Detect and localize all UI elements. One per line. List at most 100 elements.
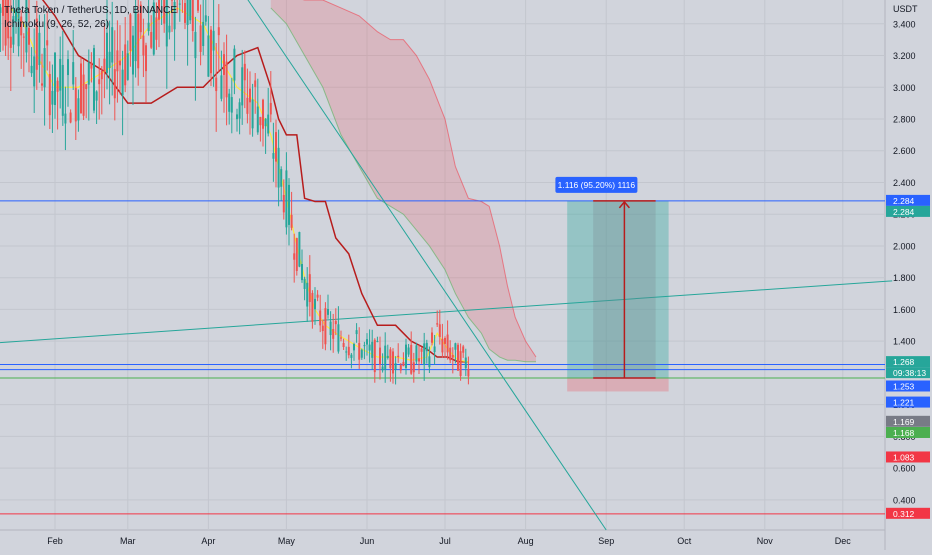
candle-body [210,29,212,74]
candle-body [69,112,72,123]
candle-body [145,45,147,72]
measure-label-box [555,176,638,193]
candle-body [139,4,142,33]
candle-body [392,351,394,374]
candle-body [321,325,324,332]
indicator-label: Ichimoku (9, 26, 52, 26) [4,19,110,30]
price-label-box [886,426,930,438]
profit-zone [567,200,669,378]
measure-label: 1.116 (95.20%) 1116 [558,180,636,190]
candle-body [355,330,358,335]
candle-body [353,343,355,351]
candle-body [7,0,10,39]
candle-body [41,83,43,86]
candle-body [17,0,20,47]
candle-body [337,324,340,352]
candle-body [217,27,220,36]
candle-body [267,114,270,134]
candle-body [129,14,132,51]
candle-body [0,7,2,13]
candle-body [301,264,303,281]
x-tick-label: May [278,536,296,546]
candle-body [90,62,93,69]
x-tick-label: Aug [518,536,534,546]
candle-body [64,113,67,124]
candle-body [189,0,192,21]
candle-body [51,90,54,105]
y-tick-label: 1.800 [893,273,916,283]
candle-body [311,292,314,322]
candle-body [202,21,205,47]
candle-body [178,3,181,5]
candle-body [72,62,75,85]
candle-body [30,65,33,74]
y-tick-label: 1.400 [893,337,916,347]
candle-body [225,61,228,98]
candle-body [20,16,23,36]
candle-body [259,116,262,126]
candle-body [85,84,88,90]
candle-body [327,308,329,315]
price-label: 1.268 [893,357,915,367]
candle-body [116,50,119,72]
candle-body [54,52,56,106]
price-label-box [886,367,930,379]
candle-body [95,91,98,101]
plot-background [0,0,885,530]
price-label-box [886,356,930,368]
price-label: 1.221 [893,398,915,408]
candle-body [436,323,439,325]
candle-body [394,363,397,370]
price-label: 1.168 [893,428,915,438]
candle-body [381,366,384,371]
x-tick-label: Jun [360,536,375,546]
candle-body [158,0,160,20]
candle-body [308,274,311,303]
candle-body [173,1,176,30]
y-tick-label: 2.400 [893,178,916,188]
candle-body [293,253,296,260]
candle-body [220,75,223,99]
candle-body [342,343,345,347]
x-tick-label: Jul [439,536,451,546]
candle-body [334,320,337,325]
candle-body [246,97,249,114]
candle-body [407,347,410,355]
candle-body [61,64,64,116]
candle-body [165,0,168,47]
candle-body [186,0,189,26]
candle-body [9,36,12,48]
candle-body [191,0,194,32]
candle-body [319,310,322,326]
candle-body [264,118,267,127]
candle-body [282,194,285,213]
x-tick-label: Dec [835,536,852,546]
chart-legend: Theta Token / TetherUS, 1D, BINANCE Ichi… [4,4,177,32]
currency-label: USDT [893,4,918,14]
kumo-cloud [270,0,536,362]
candle-body [290,214,293,228]
candle-body [269,102,272,115]
price-label: 2.284 [893,207,915,217]
chart-title: Theta Token / TetherUS, 1D, BINANCE [4,5,178,16]
candle-body [77,98,80,121]
price-label-box [886,205,930,217]
candle-body [82,74,85,116]
candle-body [467,368,470,377]
x-tick-label: Mar [120,536,136,546]
price-label: 09:38:13 [893,368,926,378]
candle-body [459,351,462,377]
candle-body [368,344,371,351]
y-tick-label: 0.600 [893,464,916,474]
candle-body [454,343,457,350]
candle-body [113,69,116,99]
candle-body [152,2,155,55]
price-label: 1.169 [893,417,915,427]
loss-zone [567,377,669,392]
trendline [247,0,607,531]
candle-body [441,338,444,353]
candle-body [233,48,236,81]
candle-body [35,18,38,70]
